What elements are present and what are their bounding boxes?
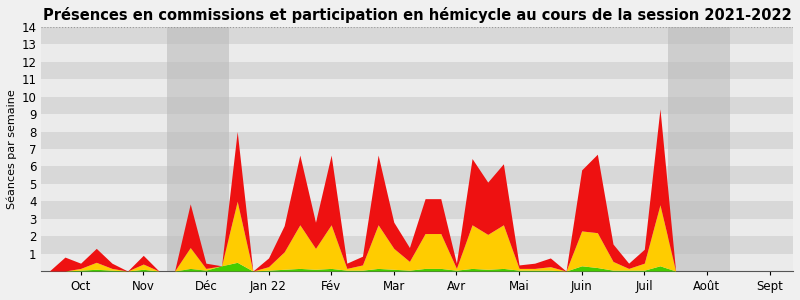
Bar — [42, 184, 793, 201]
Bar — [42, 27, 793, 44]
Bar — [42, 201, 793, 219]
Bar — [42, 149, 793, 166]
Bar — [42, 62, 793, 79]
Bar — [42, 79, 793, 97]
Bar — [42, 167, 793, 184]
Bar — [42, 236, 793, 254]
Bar — [42, 97, 793, 114]
Bar — [42, 44, 793, 62]
Y-axis label: Séances par semaine: Séances par semaine — [7, 89, 18, 209]
Bar — [42, 114, 793, 131]
Bar — [668, 27, 730, 271]
Bar — [166, 27, 230, 271]
Bar — [42, 131, 793, 149]
Title: Présences en commissions et participation en hémicycle au cours de la session 20: Présences en commissions et participatio… — [43, 7, 792, 23]
Bar — [42, 219, 793, 236]
Bar — [42, 254, 793, 271]
